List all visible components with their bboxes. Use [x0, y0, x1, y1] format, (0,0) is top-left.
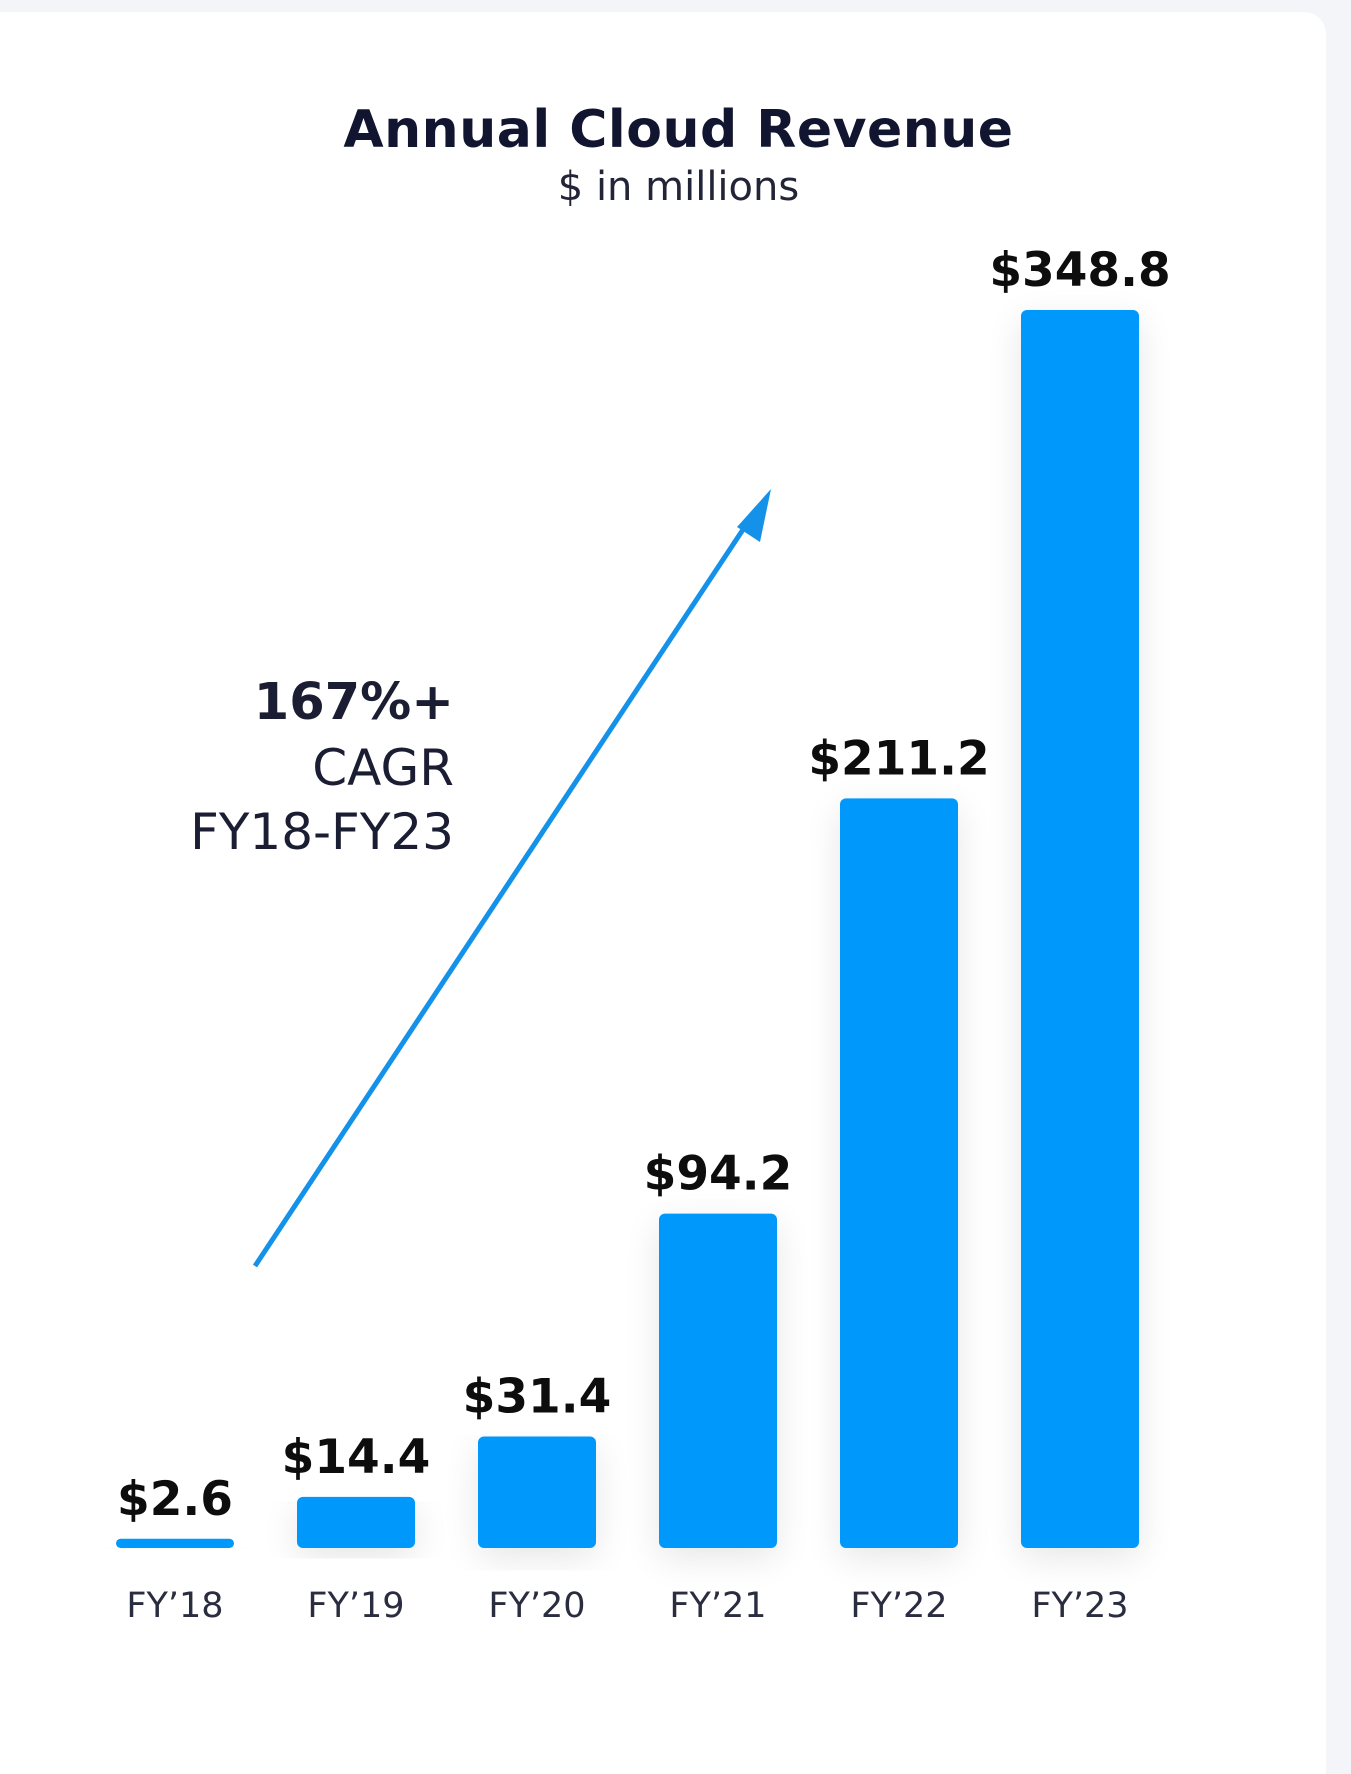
cagr-value: 167%+: [253, 673, 454, 732]
arrow-head-icon: [737, 489, 771, 542]
growth-arrow: [252, 489, 771, 1268]
value-label-1: $14.4: [282, 1430, 431, 1485]
value-label-2: $31.4: [463, 1370, 612, 1425]
x-tick-label-0: FY’18: [126, 1586, 223, 1626]
x-tick-label-4: FY’22: [850, 1586, 947, 1626]
cagr-annotation: 167%+ CAGR FY18-FY23: [190, 670, 454, 864]
x-tick-label-5: FY’23: [1031, 1586, 1128, 1626]
bar-4: [840, 798, 958, 1548]
x-axis-ticks: FY’18 FY’19 FY’20 FY’21 FY’22 FY’23: [126, 1586, 1128, 1626]
arrow-shaft: [252, 520, 751, 1268]
x-tick-label-2: FY’20: [488, 1586, 585, 1626]
bar-3: [659, 1213, 777, 1548]
value-label-0: $2.6: [117, 1472, 233, 1527]
value-label-3: $94.2: [644, 1147, 793, 1202]
value-label-4: $211.2: [808, 731, 989, 786]
value-labels: $2.6 $14.4 $31.4 $94.2 $211.2 $348.8: [117, 243, 1171, 1527]
bar-1: [297, 1496, 415, 1548]
bar-0: [116, 1538, 234, 1548]
bars: [116, 310, 1139, 1548]
bar-5: [1021, 310, 1139, 1548]
cagr-period: FY18-FY23: [190, 803, 454, 861]
value-label-5: $348.8: [989, 243, 1170, 298]
bar-2: [478, 1436, 596, 1548]
cagr-label: CAGR: [312, 739, 454, 797]
bar-chart: $2.6$14.4$31.4$94.2$211.2$348.8 FY’18 FY’…: [116, 243, 1171, 1626]
x-tick-label-3: FY’21: [669, 1586, 766, 1626]
chart-title: Annual Cloud Revenue: [343, 100, 1014, 160]
chart-card: Annual Cloud Revenue $ in millions $2.6 $…: [0, 12, 1326, 1774]
chart-subtitle: $ in millions: [557, 164, 800, 210]
x-tick-label-1: FY’19: [307, 1586, 404, 1626]
